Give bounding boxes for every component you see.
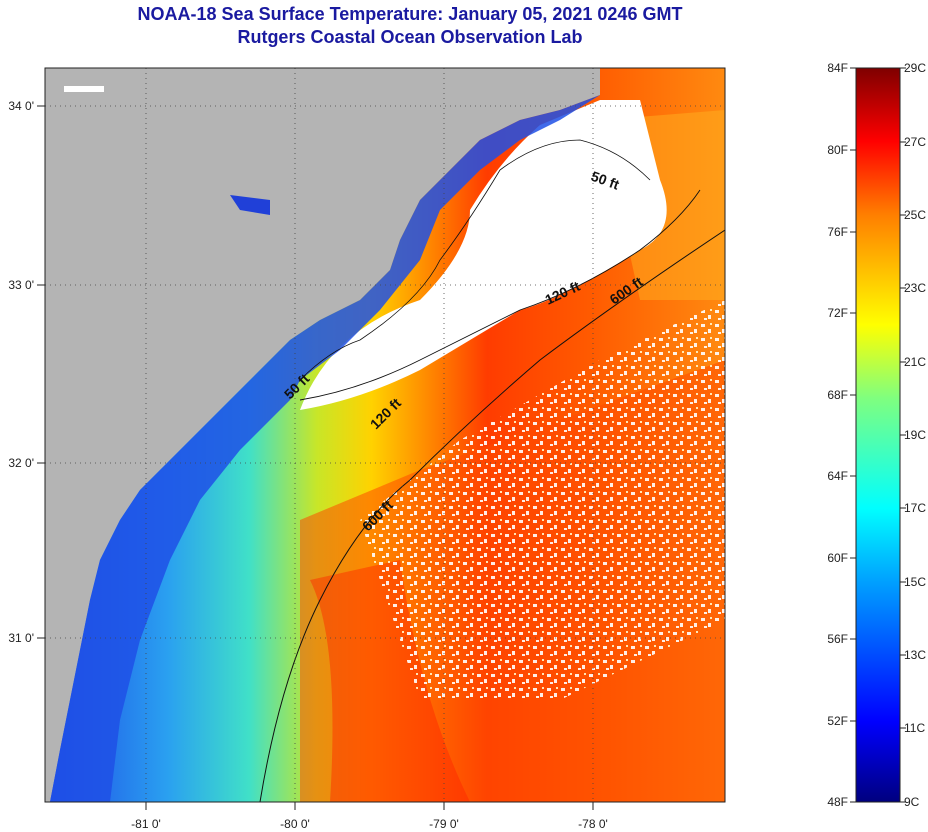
lon-label-81: -81 0': [131, 817, 161, 831]
cb-f-64: 64F: [827, 469, 848, 483]
cb-c-13: 13C: [904, 648, 926, 662]
cb-c-17: 17C: [904, 501, 926, 515]
lat-label-33: 33 0': [8, 278, 34, 292]
cb-c-11: 11C: [904, 721, 925, 735]
lon-label-78: -78 0': [578, 817, 608, 831]
lon-label-79: -79 0': [429, 817, 459, 831]
cb-f-52: 52F: [827, 714, 848, 728]
cb-c-27: 27C: [904, 135, 926, 149]
cb-c-15: 15C: [904, 575, 926, 589]
cb-f-60: 60F: [827, 551, 848, 565]
lat-label-34: 34 0': [8, 99, 34, 113]
cb-c-25: 25C: [904, 208, 926, 222]
cb-f-76: 76F: [827, 225, 848, 239]
grid-lines: [45, 68, 725, 802]
map-subtitle: Rutgers Coastal Ocean Observation Lab: [237, 27, 583, 47]
cloud-cover: [360, 300, 725, 700]
map-frame: [44, 67, 726, 803]
cb-c-21: 21C: [904, 355, 926, 369]
land-mass: [45, 68, 600, 802]
lat-label-31: 31 0': [8, 631, 34, 645]
cb-f-72: 72F: [827, 306, 848, 320]
contour-600ft: [259, 229, 725, 802]
cb-c-29: 29C: [904, 61, 926, 75]
colorbar: 84F 80F 76F 72F 68F 64F 60F 56F 52F 48F …: [827, 61, 926, 809]
no-data-region: [300, 100, 667, 410]
cb-c-9: 9C: [904, 795, 920, 809]
map-title: NOAA-18 Sea Surface Temperature: January…: [137, 4, 683, 24]
cb-f-80: 80F: [827, 143, 848, 157]
cb-c-23: 23C: [904, 281, 926, 295]
cb-c-19: 19C: [904, 428, 926, 442]
cb-f-56: 56F: [827, 632, 848, 646]
cb-f-48: 48F: [827, 795, 848, 809]
contour-50ft: [299, 139, 651, 381]
cb-f-84: 84F: [827, 61, 848, 75]
contour-120ft: [299, 189, 701, 401]
lon-label-80: -80 0': [280, 817, 310, 831]
lat-label-32: 32 0': [8, 456, 34, 470]
cb-f-68: 68F: [827, 388, 848, 402]
